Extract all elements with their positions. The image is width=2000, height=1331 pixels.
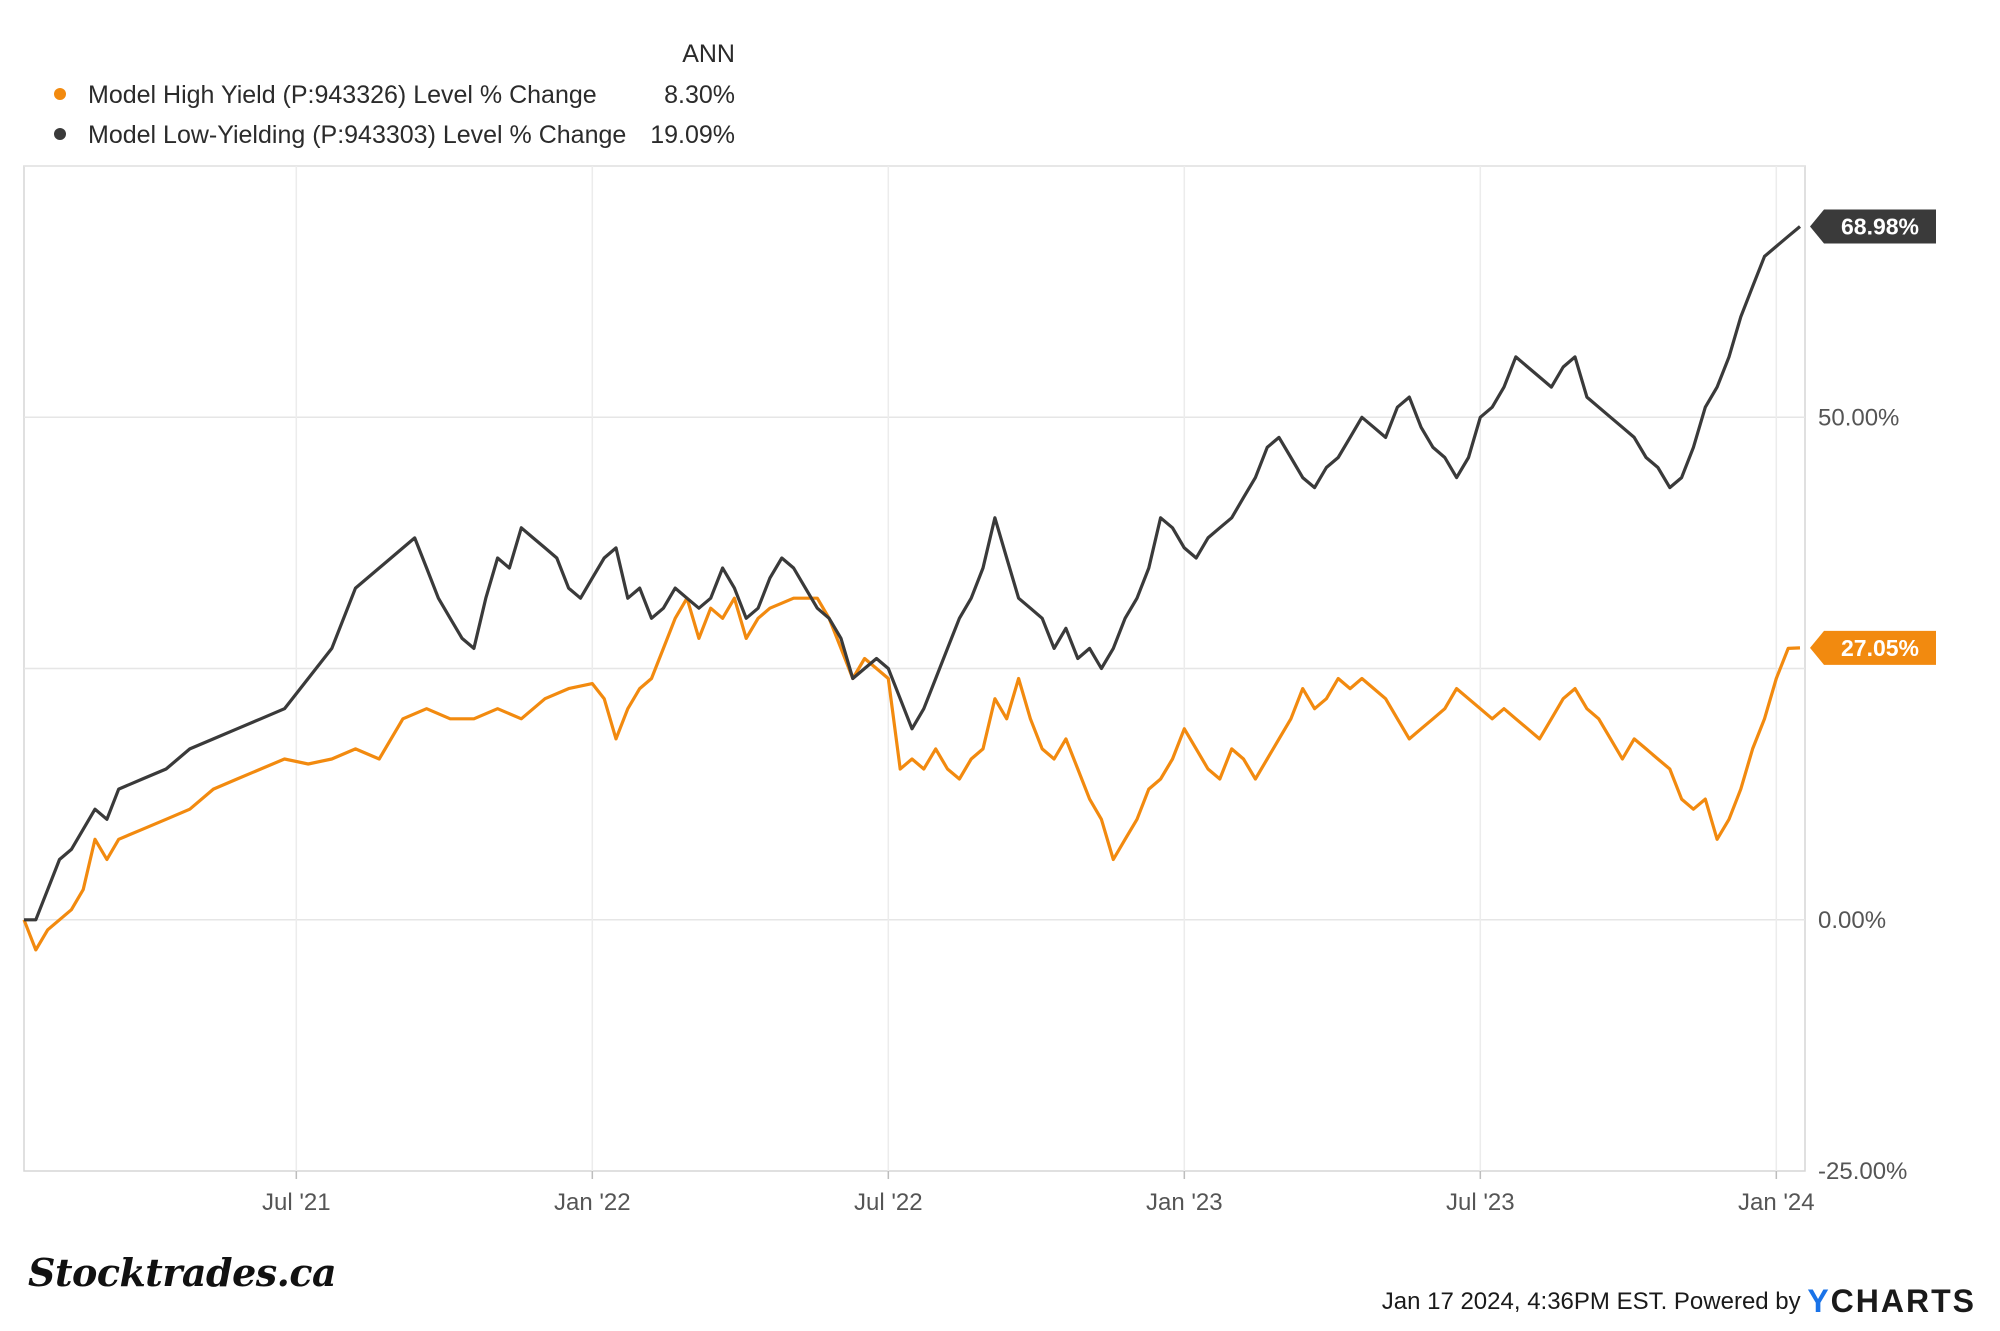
- end-label-low-yielding-tag: [1810, 209, 1936, 244]
- footer-credit: Jan 17 2024, 4:36PM EST. Powered by YCHA…: [1382, 1283, 1976, 1320]
- legend-marker-high-yield-icon: [54, 88, 66, 100]
- x-axis: Jul '21 Jan '22 Jul '22 Jan '23 Jul '23 …: [262, 1189, 1815, 1216]
- end-label-low-yielding-value: 68.98%: [1841, 214, 1919, 240]
- legend-label-low-yielding: Model Low-Yielding (P:943303) Level % Ch…: [88, 121, 626, 149]
- x-tick-label-jan24: Jan '24: [1738, 1189, 1815, 1216]
- end-label-high-yield-tag: [1810, 630, 1936, 665]
- x-tick-label-jan23: Jan '23: [1146, 1189, 1223, 1216]
- x-tick-label-jul23: Jul '23: [1446, 1189, 1515, 1216]
- legend: ANN Model High Yield (P:943326) Level % …: [54, 40, 735, 149]
- legend-marker-low-yielding-icon: [54, 128, 66, 140]
- y-axis: 50.00% 0.00% -25.00%: [1818, 404, 1907, 1185]
- legend-ann-high-yield: 8.30%: [664, 81, 735, 109]
- end-label-high-yield-value: 27.05%: [1841, 635, 1919, 661]
- ycharts-logo[interactable]: YCHARTS: [1807, 1283, 1976, 1319]
- legend-ann-low-yielding: 19.09%: [650, 121, 735, 149]
- series-layer: [22, 225, 1802, 952]
- footer-timestamp: Jan 17 2024, 4:36PM EST. Powered by: [1381, 1288, 1801, 1315]
- vertical-gridlines: [295, 166, 1778, 1179]
- brand-logo: Stocktrades.ca: [28, 1250, 337, 1295]
- x-tick-label-jul22: Jul '22: [854, 1189, 923, 1216]
- x-tick-label-jan22: Jan '22: [554, 1189, 631, 1216]
- end-label-high-yield: 27.05%: [1810, 630, 1936, 665]
- legend-column-header: ANN: [682, 40, 735, 68]
- ycharts-logo-y: Y: [1807, 1283, 1831, 1319]
- ycharts-logo-text: CHARTS: [1830, 1283, 1976, 1319]
- y-tick-label-50: 50.00%: [1818, 404, 1899, 431]
- y-tick-label-neg25: -25.00%: [1818, 1158, 1907, 1185]
- end-label-low-yielding: 68.98%: [1810, 209, 1936, 244]
- legend-label-high-yield: Model High Yield (P:943326) Level % Chan…: [88, 81, 597, 109]
- horizontal-gridlines: [24, 165, 1805, 921]
- series-line-high-yield: [22, 596, 1801, 952]
- x-tick-label-jul21: Jul '21: [262, 1189, 331, 1216]
- y-tick-label-0: 0.00%: [1818, 907, 1886, 934]
- series-line-low-yielding: [24, 225, 1802, 922]
